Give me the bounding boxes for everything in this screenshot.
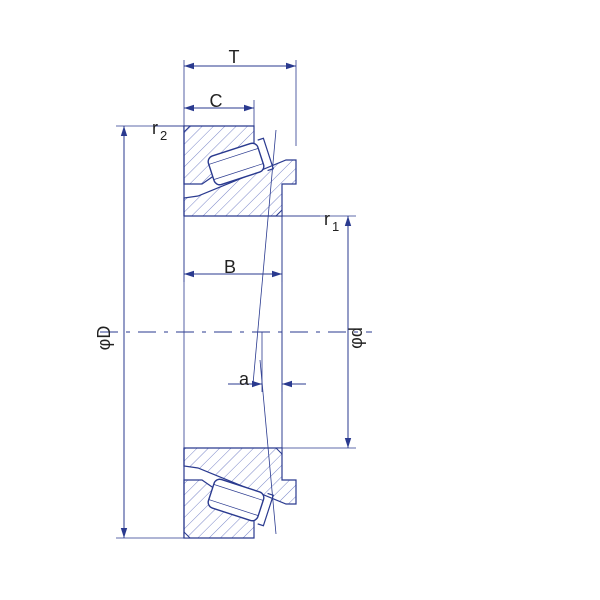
svg-text:φd: φd [346, 327, 366, 349]
label-T: T [229, 47, 240, 67]
label-C: C [210, 91, 223, 111]
bearing-diagram: TCBar2r1φdφD [0, 0, 600, 600]
label-B: B [224, 257, 236, 277]
svg-text:r: r [324, 209, 330, 229]
svg-text:φD: φD [94, 326, 114, 351]
label-r1: r1 [324, 209, 339, 234]
label-phi-d: φd [346, 327, 366, 349]
svg-text:r: r [152, 118, 158, 138]
label-a: a [239, 369, 250, 389]
svg-text:1: 1 [332, 219, 339, 234]
svg-text:2: 2 [160, 128, 167, 143]
label-r2: r2 [152, 118, 167, 143]
label-phi-D: φD [94, 326, 114, 351]
